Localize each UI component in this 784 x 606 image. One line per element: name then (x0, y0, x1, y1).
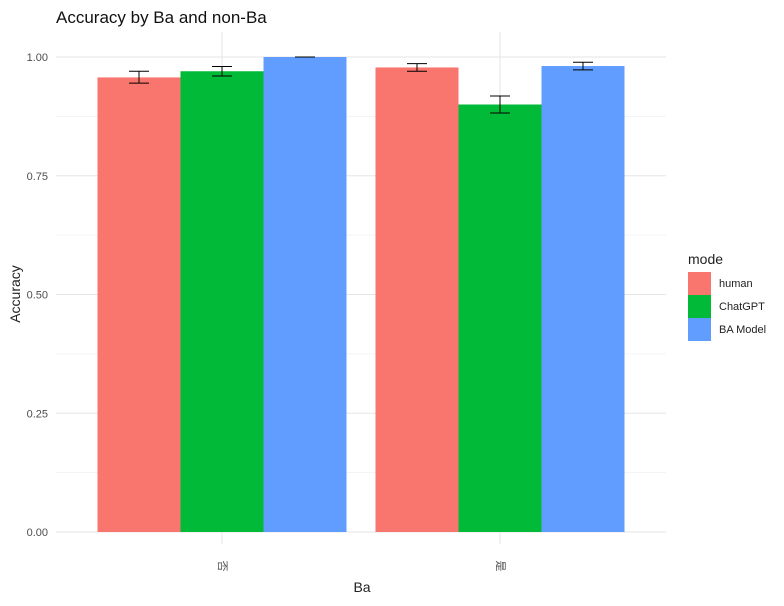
legend: mode human ChatGPT BA Model (688, 251, 766, 341)
bar (375, 67, 459, 532)
legend-swatch (688, 272, 711, 295)
error-bars (129, 56, 593, 114)
y-tick-label: 1.00 (27, 52, 48, 64)
x-axis: 否是 (216, 561, 507, 572)
legend-swatch (688, 295, 711, 318)
y-tick-label: 0.00 (27, 527, 48, 539)
y-tick-label: 0.75 (27, 171, 48, 183)
legend-label: BA Model (719, 324, 766, 336)
x-tick-label: 否 (216, 561, 228, 572)
y-tick-label: 0.25 (27, 408, 48, 420)
bar (263, 57, 347, 532)
legend-items: human ChatGPT BA Model (688, 272, 766, 341)
bar (458, 104, 542, 532)
legend-title: mode (688, 251, 723, 267)
legend-item: ChatGPT (688, 295, 765, 318)
bar (541, 66, 625, 533)
bar (97, 77, 181, 533)
y-axis: 0.00 0.25 0.50 0.75 1.00 (27, 52, 48, 539)
x-axis-title: Ba (353, 579, 370, 595)
legend-item: human (688, 272, 753, 295)
legend-label: ChatGPT (719, 301, 765, 313)
x-tick-label: 是 (494, 561, 507, 572)
legend-label: human (719, 278, 753, 290)
bars (97, 57, 625, 533)
legend-swatch (688, 318, 711, 341)
chart-title: Accuracy by Ba and non-Ba (56, 8, 267, 27)
y-tick-label: 0.50 (27, 290, 48, 302)
y-axis-title: Accuracy (7, 265, 23, 323)
legend-item: BA Model (688, 318, 766, 341)
bar (180, 71, 264, 532)
